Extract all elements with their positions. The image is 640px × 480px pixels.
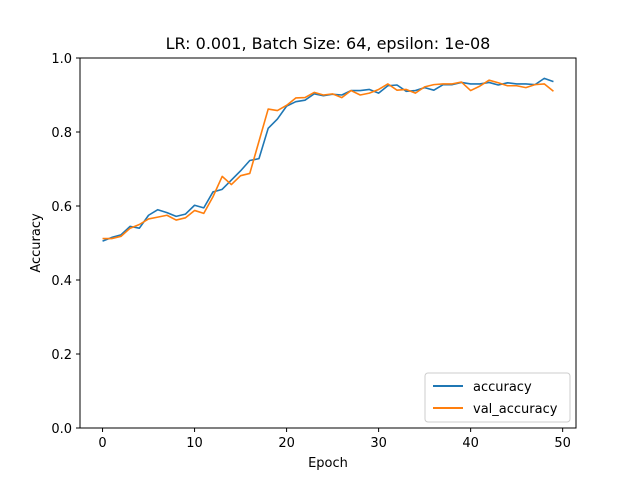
legend-label-accuracy: accuracy — [473, 380, 532, 395]
legend-label-val-accuracy: val_accuracy — [473, 402, 558, 417]
series-line-val-accuracy — [102, 79, 554, 240]
y-tick-label: 0.4 — [51, 274, 72, 289]
x-axis-label: Epoch — [308, 456, 348, 471]
y-tick-label: 0.8 — [51, 126, 72, 141]
x-tick-label: 30 — [370, 436, 387, 451]
y-axis-label: Accuracy — [29, 213, 44, 273]
x-tick-label: 20 — [278, 436, 295, 451]
y-tick-label: 0.0 — [51, 422, 72, 437]
y-axis-ticks: 0.0 0.2 0.4 0.6 0.8 1.0 — [51, 52, 80, 437]
plot-frame — [79, 57, 577, 429]
chart-title: LR: 0.001, Batch Size: 64, epsilon: 1e-0… — [166, 34, 491, 53]
x-tick-label: 50 — [554, 436, 571, 451]
x-tick-label: 40 — [462, 436, 479, 451]
y-tick-label: 0.2 — [51, 348, 72, 363]
y-tick-label: 0.6 — [51, 200, 72, 215]
x-tick-label: 10 — [186, 436, 203, 451]
y-tick-label: 1.0 — [51, 52, 72, 67]
x-tick-label: 0 — [98, 436, 106, 451]
x-axis-ticks: 0 10 20 30 40 50 — [98, 428, 571, 451]
legend: accuracy val_accuracy — [424, 372, 571, 423]
plot-lines — [102, 77, 554, 242]
